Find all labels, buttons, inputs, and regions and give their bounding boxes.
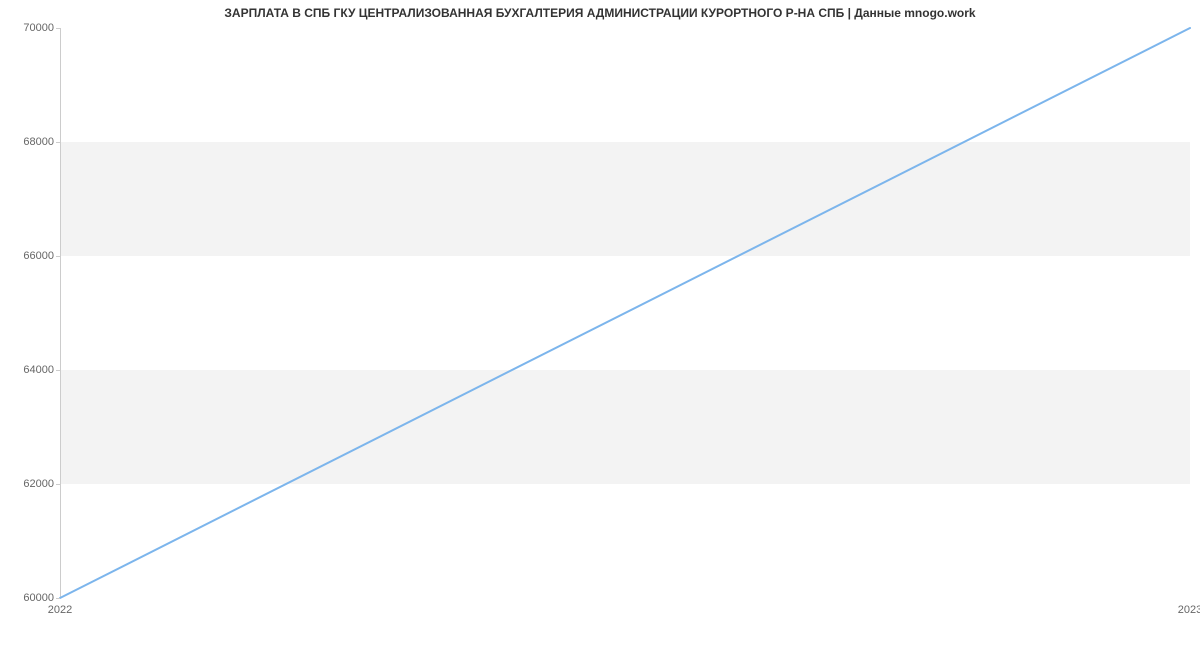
- y-tick-label: 66000: [23, 250, 54, 262]
- x-tick-label: 2022: [48, 604, 72, 616]
- y-tick-label: 62000: [23, 478, 54, 490]
- y-tick-mark: [56, 484, 60, 485]
- series-line: [60, 28, 1190, 598]
- y-tick-label: 60000: [23, 592, 54, 604]
- y-tick-mark: [56, 598, 60, 599]
- plot-area: 60000620006400066000680007000020222023: [60, 28, 1190, 598]
- y-tick-mark: [56, 370, 60, 371]
- y-tick-label: 68000: [23, 136, 54, 148]
- y-tick-label: 64000: [23, 364, 54, 376]
- y-tick-mark: [56, 256, 60, 257]
- y-tick-mark: [56, 28, 60, 29]
- y-tick-mark: [56, 142, 60, 143]
- y-tick-label: 70000: [23, 22, 54, 34]
- x-tick-label: 2023: [1178, 604, 1200, 616]
- chart-title: ЗАРПЛАТА В СПБ ГКУ ЦЕНТРАЛИЗОВАННАЯ БУХГ…: [0, 6, 1200, 20]
- salary-line-chart: ЗАРПЛАТА В СПБ ГКУ ЦЕНТРАЛИЗОВАННАЯ БУХГ…: [0, 0, 1200, 650]
- data-line-svg: [60, 28, 1190, 598]
